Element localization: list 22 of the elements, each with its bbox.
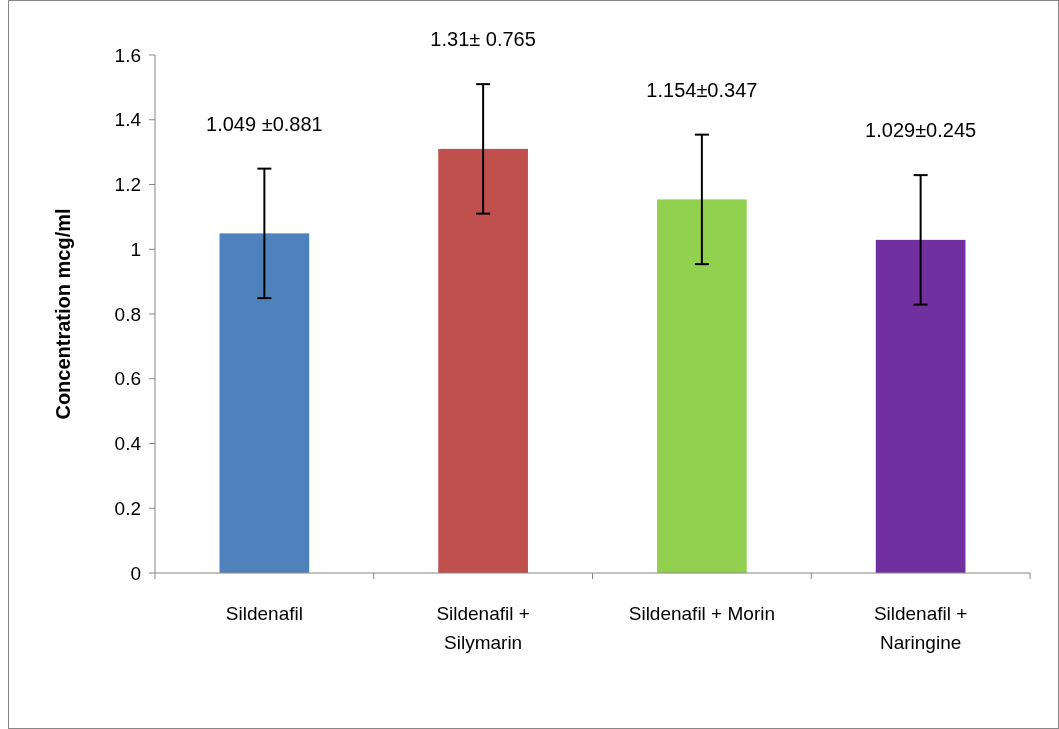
y-axis-title: Concentration mcg/ml: [52, 208, 74, 420]
y-tick-label: 1.6: [114, 44, 141, 66]
bar: [875, 239, 966, 573]
y-tick-label: 0.8: [114, 303, 141, 325]
y-tick-label: 0: [130, 562, 141, 584]
y-tick-label: 1: [130, 238, 141, 260]
x-tick-label: Sildenafil + Silymarin: [436, 603, 530, 653]
y-tick-label: 1.4: [114, 109, 142, 131]
annotation: 1.049 ±0.881: [206, 112, 323, 135]
text: 1.31± 0.765: [430, 28, 536, 51]
annotation: 1.029±0.245: [865, 119, 977, 142]
y-tick-label: 0.4: [114, 433, 142, 455]
annotation: 1.154±0.347: [646, 78, 758, 101]
x-tick-label: Sildenafil + Naringine: [873, 603, 968, 653]
bar: [657, 199, 747, 573]
x-tick-label: Sildenafil: [225, 603, 303, 624]
y-tick-label: 0.2: [114, 497, 141, 519]
bar: [438, 148, 528, 573]
bar: [219, 233, 310, 573]
y-tick-label: 0.6: [114, 368, 141, 390]
x-tick-label: Sildenafil + Morin: [628, 603, 776, 624]
y-tick-label: 1.2: [114, 174, 141, 196]
